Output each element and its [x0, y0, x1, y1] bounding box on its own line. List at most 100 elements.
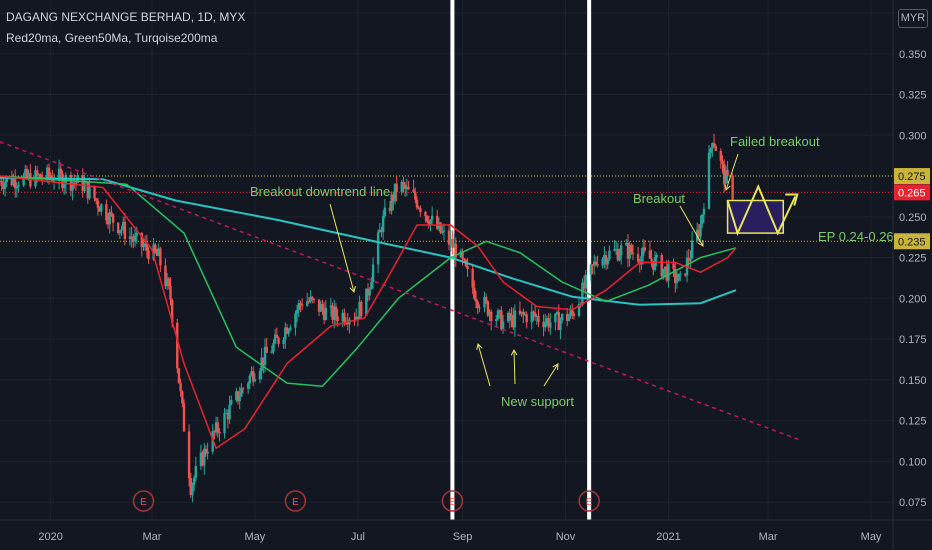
candle-body	[74, 182, 78, 184]
candle-body	[258, 371, 262, 380]
candle-body	[216, 422, 219, 432]
candle-body	[194, 465, 198, 478]
price-label: 0.265	[898, 187, 926, 199]
candle-body	[116, 222, 120, 234]
candle-body	[135, 232, 138, 236]
candle-body	[309, 296, 312, 302]
candle-body	[199, 452, 203, 466]
candle-body	[123, 221, 127, 239]
candle-body	[690, 240, 694, 259]
y-tick-label: 0.225	[899, 253, 927, 265]
candle-body	[496, 310, 500, 320]
candle-body	[5, 177, 8, 183]
candle-body	[241, 388, 245, 390]
candle-body	[165, 278, 169, 287]
candle-body	[354, 316, 358, 320]
candle-body	[223, 413, 226, 434]
candle-body	[319, 304, 322, 312]
y-tick-label: 0.250	[899, 212, 927, 224]
candle-body	[179, 383, 182, 392]
candle-body	[152, 244, 155, 260]
arrow-support-1	[477, 343, 491, 387]
candle-body	[532, 311, 535, 313]
candle-body	[436, 215, 439, 229]
candle-body	[660, 254, 663, 277]
chart-title: DAGANG NEXCHANGE BERHAD, 1D, MYX	[6, 10, 246, 24]
y-tick-label: 0.125	[899, 416, 927, 428]
candle-body	[699, 224, 702, 237]
candle-body	[380, 229, 383, 233]
candle-body	[284, 327, 287, 340]
price-label: 0.235	[898, 236, 926, 248]
arrowhead	[785, 193, 799, 206]
candle-body	[246, 383, 250, 389]
price-label-bg	[894, 168, 930, 185]
candle-body	[594, 261, 598, 265]
candle-body	[648, 250, 652, 259]
candle-body	[559, 320, 562, 331]
candle-body	[62, 184, 66, 189]
candle-body	[35, 170, 39, 176]
candle-body	[596, 264, 599, 266]
candle-body	[289, 327, 292, 330]
candle-body	[376, 232, 380, 265]
candle-body	[17, 185, 20, 187]
candle-body	[275, 334, 279, 338]
candle-body	[569, 310, 572, 317]
candle-body	[697, 229, 701, 237]
candle-body	[591, 264, 594, 266]
candle-body	[159, 248, 162, 266]
candle-body	[181, 391, 184, 404]
candle-body	[0, 181, 3, 186]
candle-body	[273, 334, 277, 344]
candle-body	[616, 249, 620, 261]
earnings-marker	[132, 490, 155, 512]
candle-body	[653, 257, 657, 270]
candle-body	[341, 312, 344, 322]
candle-body	[506, 312, 510, 322]
candle-body	[620, 245, 623, 256]
downtrend-line	[0, 141, 801, 441]
price-label: 0.275	[898, 171, 926, 183]
arrow-breakout-downtrend-head	[349, 286, 356, 294]
candle-body	[270, 351, 273, 353]
candle-body	[530, 311, 533, 323]
y-tick-label: 0.325	[899, 90, 927, 102]
candle-body	[371, 264, 375, 282]
candle-body	[252, 371, 255, 382]
candle-body	[510, 314, 513, 321]
candle-body	[603, 255, 606, 259]
candle-body	[277, 337, 280, 345]
annotation-failed_breakout: Failed breakout	[730, 134, 820, 149]
candle-body	[295, 309, 299, 314]
candle-body	[560, 314, 564, 321]
currency-badge[interactable]: MYR	[898, 9, 928, 28]
candle-body	[147, 250, 150, 260]
candle-body	[360, 301, 363, 316]
y-tick-label: 0.175	[899, 334, 927, 346]
candle-body	[240, 388, 243, 397]
candle-body	[321, 304, 324, 310]
candle-body	[84, 181, 88, 184]
arrow-support-3-head	[552, 363, 559, 371]
candle-body	[110, 212, 113, 215]
candle-body	[415, 199, 419, 208]
candle-body	[230, 399, 233, 405]
x-tick-label: Mar	[142, 531, 161, 543]
candle-body	[523, 314, 527, 316]
candle-body	[714, 146, 717, 151]
candle-body	[189, 478, 192, 495]
candle-body	[130, 236, 133, 239]
candle-body	[463, 258, 466, 261]
candle-body	[96, 200, 100, 208]
candle-body	[687, 257, 690, 262]
candle-body	[402, 182, 405, 185]
candle-body	[329, 305, 333, 308]
overlay-lines	[0, 141, 801, 450]
y-tick-label: 0.075	[899, 497, 927, 509]
candle-body	[508, 312, 512, 321]
candle-body	[667, 263, 670, 281]
candle-body	[297, 303, 300, 310]
candle-body	[226, 412, 230, 420]
